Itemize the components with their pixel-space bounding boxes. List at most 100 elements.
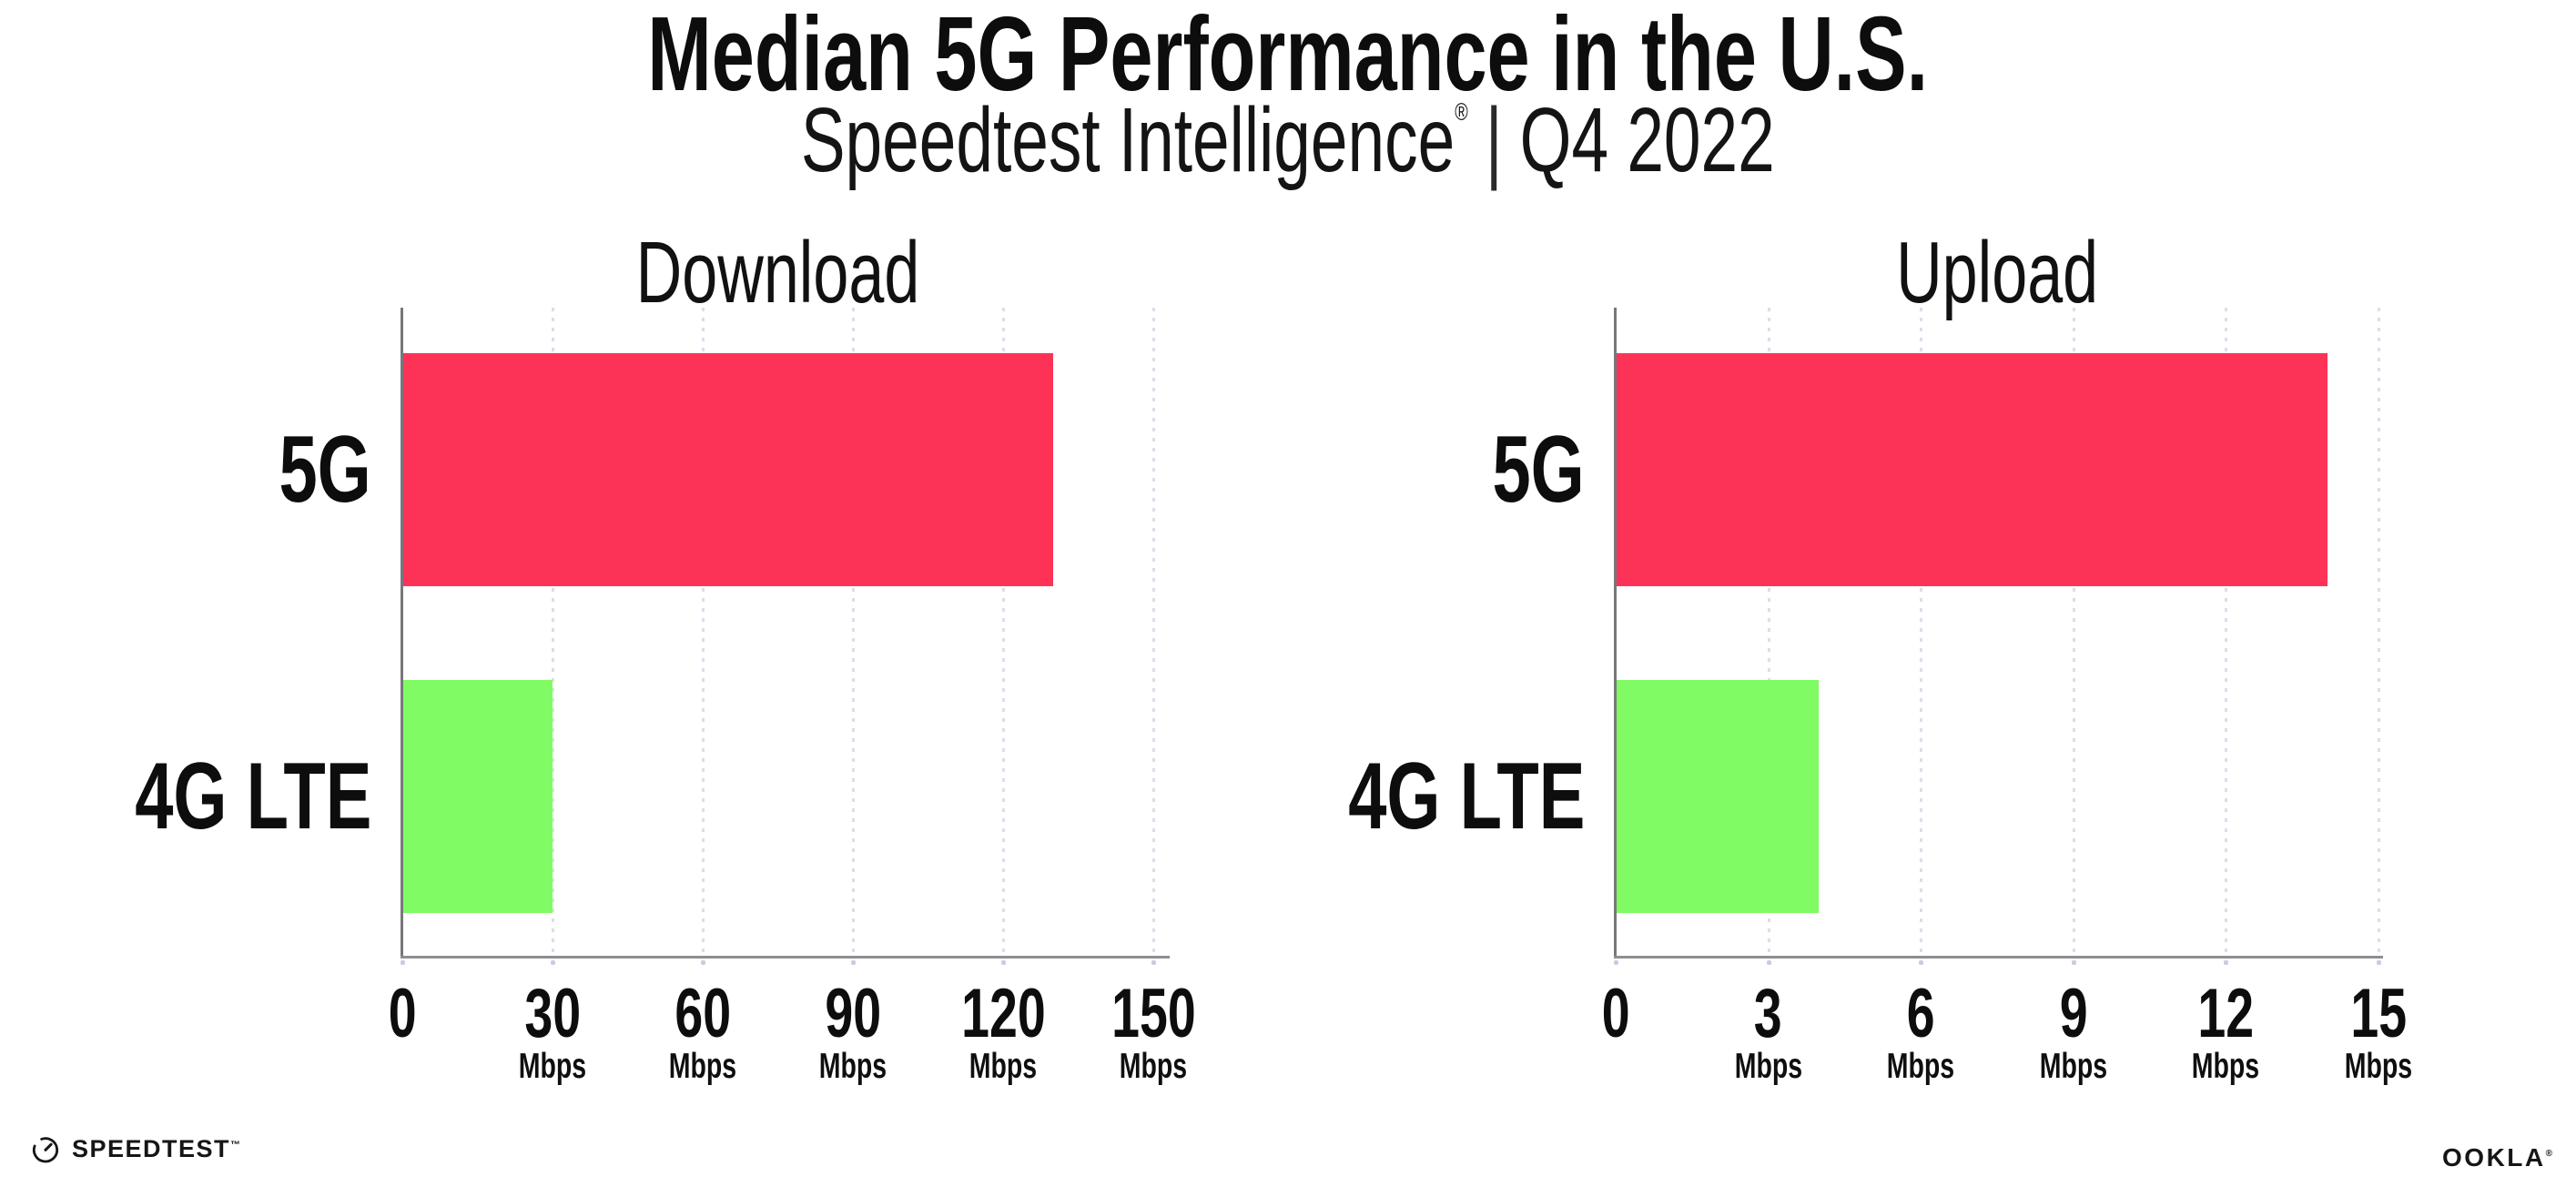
x-tick-value: 3	[1754, 975, 1783, 1052]
category-label-text: 5G	[1492, 417, 1585, 522]
x-tick-unit-upload-3: Mbps	[1668, 1049, 1869, 1084]
x-tick-label-upload-9: 9	[1973, 979, 2174, 1049]
x-tick-unit-text: Mbps	[2039, 1047, 2107, 1086]
x-tick-unit-text: Mbps	[2344, 1047, 2413, 1086]
speedtest-gauge-icon	[32, 1137, 58, 1163]
category-label-4g-lte-upload: 4G LTE	[948, 742, 1585, 851]
tick-mark-download-90	[851, 960, 856, 965]
gridline-upload-6	[1920, 308, 1923, 956]
subtitle-brand: Speedtest Intelligence	[801, 89, 1455, 191]
speedtest-wordmark: SPEEDTEST™	[72, 1135, 240, 1163]
x-tick-value: 90	[825, 975, 881, 1052]
chart-title-text-upload: Upload	[1895, 224, 2099, 321]
gridline-upload-3	[1767, 308, 1770, 956]
registered-trademark-icon-small: ®	[2545, 1149, 2552, 1159]
tick-mark-download-120	[1001, 960, 1006, 965]
ookla-wordmark-text: OOKLA	[2442, 1143, 2546, 1172]
category-label-text: 4G LTE	[1347, 744, 1585, 849]
gridline-download-150	[1152, 308, 1155, 956]
gridline-upload-12	[2225, 308, 2228, 956]
subtitle-period: Q4 2022	[1519, 89, 1775, 191]
x-tick-unit-text: Mbps	[1119, 1047, 1188, 1086]
x-tick-unit-download-90: Mbps	[753, 1049, 953, 1084]
x-tick-unit-download-60: Mbps	[603, 1049, 803, 1084]
x-axis-upload	[1614, 956, 2383, 959]
x-tick-unit-text: Mbps	[969, 1047, 1038, 1086]
bar-5g-upload	[1616, 353, 2328, 586]
registered-trademark-icon: ®	[1455, 98, 1468, 126]
x-tick-label-upload-12: 12	[2125, 979, 2326, 1049]
x-tick-value: 60	[674, 975, 731, 1052]
x-tick-unit-download-150: Mbps	[1053, 1049, 1253, 1084]
page-subtitle: Speedtest Intelligence® | Q4 2022	[0, 95, 2576, 186]
category-label-5g-download: 5G	[0, 415, 371, 524]
x-tick-value: 15	[2350, 975, 2407, 1052]
x-tick-label-download-30: 30	[452, 979, 653, 1049]
gridline-upload-9	[2072, 308, 2075, 956]
page-subtitle-text: Speedtest Intelligence® | Q4 2022	[801, 95, 1775, 186]
tick-mark-download-0	[401, 960, 405, 965]
tick-mark-download-60	[701, 960, 705, 965]
x-tick-unit-text: Mbps	[668, 1047, 737, 1086]
subtitle-separator: |	[1485, 89, 1503, 191]
x-tick-unit-upload-12: Mbps	[2125, 1049, 2326, 1084]
bar-4g-lte-download	[402, 680, 553, 913]
chart-title-text-download: Download	[635, 224, 920, 321]
speedtest-wordmark-text: SPEEDTEST	[72, 1134, 231, 1162]
x-tick-value: 30	[524, 975, 581, 1052]
tick-mark-download-150	[1151, 960, 1156, 965]
bar-4g-lte-upload	[1616, 680, 1819, 913]
x-tick-unit-upload-9: Mbps	[1973, 1049, 2174, 1084]
tick-mark-download-30	[551, 960, 555, 965]
x-tick-unit-download-30: Mbps	[452, 1049, 653, 1084]
gridline-download-90	[852, 308, 855, 956]
y-axis-upload	[1614, 308, 1617, 959]
tick-mark-upload-12	[2224, 960, 2229, 965]
category-label-5g-upload: 5G	[948, 415, 1585, 524]
ookla-logo: OOKLA®	[2442, 1143, 2552, 1172]
x-tick-label-download-120: 120	[903, 979, 1103, 1049]
gridline-download-60	[702, 308, 705, 956]
x-tick-label-upload-3: 3	[1668, 979, 1869, 1049]
page-title-text: Median 5G Performance in the U.S.	[647, 0, 1929, 113]
x-tick-value: 6	[1906, 975, 1935, 1052]
x-tick-label-upload-6: 6	[1820, 979, 2021, 1049]
y-axis-download	[401, 308, 403, 959]
x-tick-value: 9	[2059, 975, 2088, 1052]
tick-mark-upload-9	[2071, 960, 2076, 965]
x-tick-unit-upload-15: Mbps	[2278, 1049, 2479, 1084]
x-tick-label-upload-15: 15	[2278, 979, 2479, 1049]
category-label-text: 4G LTE	[134, 744, 371, 849]
x-tick-label-download-150: 150	[1053, 979, 1253, 1049]
x-tick-label-upload-0: 0	[1516, 979, 1716, 1049]
x-tick-value: 150	[1111, 975, 1196, 1052]
x-tick-unit-text: Mbps	[818, 1047, 887, 1086]
x-tick-value: 120	[960, 975, 1046, 1052]
chart-title-download: Download	[402, 229, 1153, 317]
gridline-upload-15	[2378, 308, 2380, 956]
chart-title-upload: Upload	[1616, 229, 2378, 317]
tick-mark-upload-15	[2377, 960, 2381, 965]
x-tick-value: 0	[388, 975, 417, 1052]
page-title: Median 5G Performance in the U.S.	[0, 0, 2576, 107]
x-tick-unit-upload-6: Mbps	[1820, 1049, 2021, 1084]
gridline-download-120	[1002, 308, 1005, 956]
category-label-text: 5G	[279, 417, 371, 522]
x-tick-value: 0	[1601, 975, 1630, 1052]
x-tick-unit-text: Mbps	[518, 1047, 587, 1086]
x-tick-label-download-90: 90	[753, 979, 953, 1049]
speedtest-logo: SPEEDTEST™	[31, 1134, 240, 1163]
tick-mark-upload-3	[1766, 960, 1771, 965]
tick-mark-upload-6	[1919, 960, 1924, 965]
x-tick-label-download-0: 0	[302, 979, 502, 1049]
trademark-icon: ™	[230, 1139, 241, 1151]
x-tick-unit-text: Mbps	[1734, 1047, 1802, 1086]
x-axis-download	[401, 956, 1170, 959]
category-label-4g-lte-download: 4G LTE	[0, 742, 371, 851]
x-tick-unit-text: Mbps	[2192, 1047, 2260, 1086]
x-tick-unit-text: Mbps	[1887, 1047, 1955, 1086]
gridline-download-30	[552, 308, 554, 956]
tick-mark-upload-0	[1614, 960, 1618, 965]
x-tick-label-download-60: 60	[603, 979, 803, 1049]
